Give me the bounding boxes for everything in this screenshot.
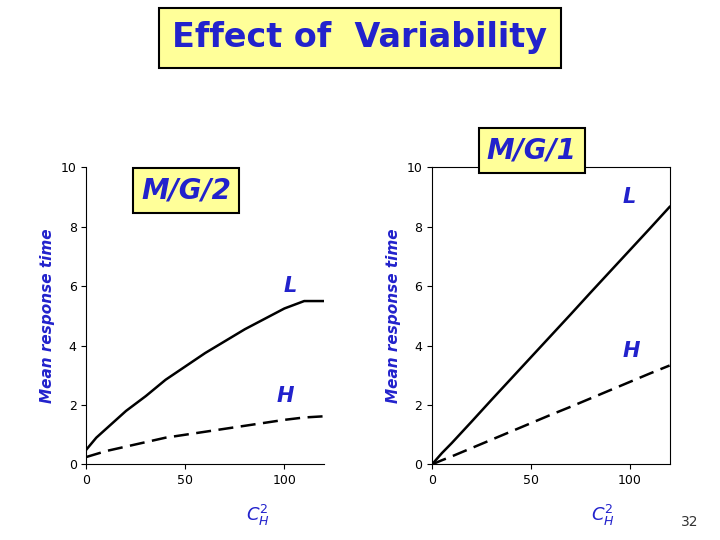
- Text: M/G/2: M/G/2: [141, 176, 231, 204]
- Text: Effect of  Variability: Effect of Variability: [173, 21, 547, 55]
- Text: 32: 32: [681, 515, 698, 529]
- Text: H: H: [622, 341, 639, 361]
- Text: $C^2_H$: $C^2_H$: [246, 503, 269, 528]
- Text: L: L: [284, 276, 297, 296]
- Y-axis label: Mean response time: Mean response time: [40, 228, 55, 403]
- Text: M/G/1: M/G/1: [487, 137, 577, 164]
- Y-axis label: Mean response time: Mean response time: [386, 228, 401, 403]
- Text: H: H: [276, 386, 294, 406]
- Text: $C^2_H$: $C^2_H$: [591, 503, 615, 528]
- Text: L: L: [622, 187, 635, 207]
